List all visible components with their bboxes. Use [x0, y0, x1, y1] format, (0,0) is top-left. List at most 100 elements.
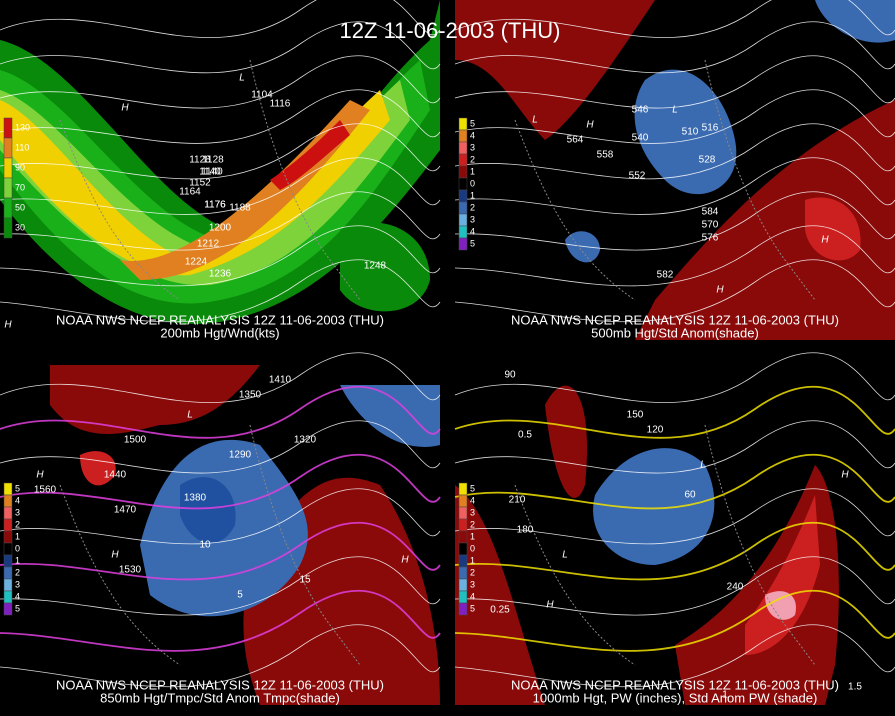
contour-label: 15	[299, 575, 311, 586]
legend-label: 5	[15, 483, 20, 493]
shaded-region	[340, 385, 440, 447]
legend-swatch	[458, 177, 468, 191]
contour-label: 1212	[197, 239, 220, 250]
contour-label: 5	[237, 590, 243, 601]
contour-line	[454, 521, 895, 581]
contour-line	[0, 521, 441, 581]
contour-line	[0, 453, 441, 510]
contour-line	[0, 259, 441, 323]
contour-label: 1128	[189, 155, 211, 166]
legend-label: 70	[15, 182, 25, 192]
legend-swatch	[458, 189, 468, 203]
contour-line	[0, 0, 441, 39]
contour-label: 1560	[34, 485, 57, 496]
contour-label: 1.5	[848, 682, 862, 693]
legend-swatch	[3, 494, 13, 508]
caption-line: NOAA NWS NCEP REANALYSIS 12Z 11-06-2003 …	[56, 312, 384, 327]
contour-line	[0, 352, 441, 404]
contour-label: 1248	[364, 261, 387, 272]
contour-label: 1320	[294, 435, 317, 446]
contour-label: 1140	[199, 167, 221, 178]
contour-label: 1500	[124, 435, 147, 446]
legend-label: 0	[470, 178, 475, 188]
contour-label: 582	[657, 270, 674, 281]
contour-line	[454, 55, 895, 109]
legend-label: 130	[15, 122, 30, 132]
contour-line	[454, 589, 895, 652]
legend-label: 3	[15, 507, 20, 517]
legend-label: 4	[470, 591, 475, 601]
contour-label: 1380	[184, 493, 207, 504]
contour-label: 1440	[104, 470, 127, 481]
pressure-center: H	[401, 555, 409, 566]
pressure-center: H	[36, 470, 44, 481]
contour-label: 576	[702, 233, 719, 244]
legend-label: 2	[470, 519, 475, 529]
pressure-center: H	[121, 103, 129, 114]
pressure-center: H	[586, 120, 594, 131]
legend-swatch	[458, 213, 468, 227]
contour-label: 1290	[229, 450, 252, 461]
contour-line	[454, 385, 895, 439]
contour-label: 60	[684, 490, 696, 501]
legend-label: 2	[470, 202, 475, 212]
contour-label: 180	[517, 525, 534, 536]
main-title: 12Z 11-06-2003 (THU)	[340, 18, 561, 43]
legend-label: 5	[470, 238, 475, 248]
contour-line	[0, 420, 441, 474]
legend-swatch	[458, 530, 468, 544]
caption-line: NOAA NWS NCEP REANALYSIS 12Z 11-06-2003 …	[511, 312, 839, 327]
legend-label: 1	[15, 531, 20, 541]
legend-swatch	[458, 506, 468, 520]
legend-swatch	[3, 117, 13, 139]
legend-swatch	[3, 542, 13, 556]
contour-line	[0, 89, 441, 144]
contour-line	[454, 352, 895, 404]
legend-label: 1	[470, 555, 475, 565]
legend-label: 5	[470, 118, 475, 128]
legend-swatch	[3, 530, 13, 544]
legend-label: 4	[15, 495, 20, 505]
pressure-center: H	[546, 600, 554, 611]
legend-swatch	[3, 566, 13, 580]
legend-swatch	[458, 201, 468, 215]
contour-label: 1128	[202, 155, 224, 166]
contour-label: 1176	[204, 200, 226, 211]
contour-label: 1152	[189, 178, 211, 189]
contour-label: 1164	[179, 187, 201, 198]
contour-label: 1188	[229, 203, 251, 214]
legend-swatch	[3, 578, 13, 592]
caption-line: 200mb Hgt/Wnd(kts)	[160, 325, 279, 340]
shaded-region	[455, 485, 545, 705]
legend-label: 30	[15, 222, 25, 232]
legend-label: 4	[470, 495, 475, 505]
legend-label: 3	[470, 579, 475, 589]
legend-swatch	[3, 157, 13, 179]
legend-label: 2	[470, 154, 475, 164]
shaded-region	[50, 365, 260, 434]
contour-line	[454, 556, 895, 616]
contour-line	[454, 123, 895, 180]
caption-line: NOAA NWS NCEP REANALYSIS 12Z 11-06-2003 …	[56, 677, 384, 692]
shaded-region	[455, 0, 655, 140]
legend-swatch	[458, 165, 468, 179]
contour-line	[454, 89, 895, 144]
contour-line	[0, 624, 441, 688]
contour-label: 1116	[270, 99, 291, 110]
map-panel: 54321012345901501201802102400.511.50.256…	[454, 352, 895, 705]
legend-swatch	[458, 494, 468, 508]
legend-swatch	[458, 566, 468, 580]
contour-label: 546	[632, 105, 649, 116]
contour-label: 1410	[269, 375, 292, 386]
legend-swatch	[3, 590, 13, 604]
shaded-region	[565, 231, 600, 263]
contour-label: 1200	[209, 223, 232, 234]
contour-line	[454, 488, 895, 545]
legend-label: 50	[15, 202, 25, 212]
contour-label: 150	[627, 410, 644, 421]
legend-label: 90	[15, 162, 25, 172]
legend-label: 2	[15, 519, 20, 529]
